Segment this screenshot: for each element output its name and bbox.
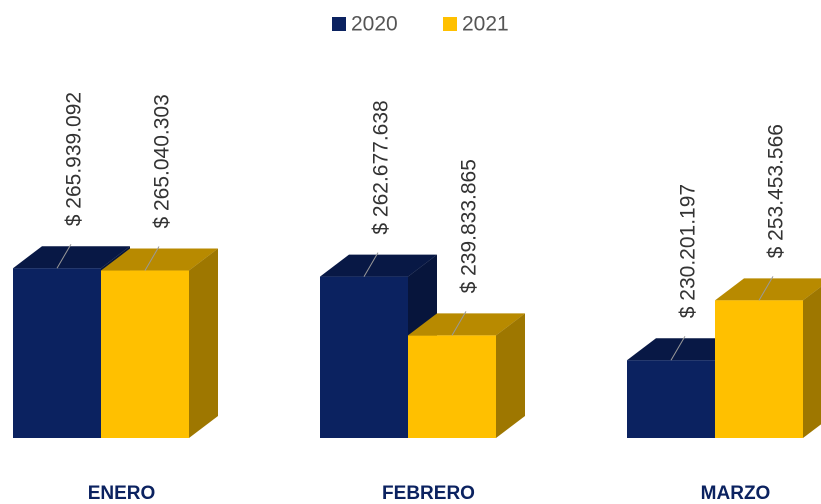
data-label: $ 239.833.865 bbox=[458, 159, 481, 293]
x-tick-label: MARZO bbox=[701, 483, 771, 504]
bar-top bbox=[627, 338, 744, 361]
leader-line bbox=[56, 243, 72, 269]
bar-side bbox=[496, 313, 525, 438]
data-label: $ 265.040.303 bbox=[151, 94, 174, 228]
bar bbox=[627, 360, 715, 438]
data-label: $ 253.453.566 bbox=[765, 124, 788, 258]
data-label: $ 265.939.092 bbox=[63, 92, 86, 226]
legend-swatch bbox=[332, 17, 346, 31]
bar bbox=[715, 300, 803, 438]
legend-label: 2021 bbox=[462, 13, 509, 36]
bar bbox=[101, 270, 189, 438]
bar-top bbox=[13, 246, 130, 269]
legend-swatch bbox=[443, 17, 457, 31]
leader-line bbox=[758, 276, 774, 301]
data-label: $ 262.677.638 bbox=[370, 100, 393, 234]
bar bbox=[13, 268, 101, 438]
bar-side bbox=[803, 286, 821, 438]
leader-line bbox=[451, 311, 467, 336]
bar-top bbox=[715, 278, 821, 301]
bar-top bbox=[320, 254, 437, 277]
x-tick-label: ENERO bbox=[88, 483, 156, 504]
legend-label: 2020 bbox=[351, 13, 398, 36]
bar bbox=[320, 276, 408, 438]
leader-line bbox=[670, 335, 686, 361]
bar-side bbox=[189, 248, 218, 438]
leader-line bbox=[363, 252, 379, 277]
bar-top bbox=[101, 248, 218, 271]
data-label: $ 230.201.197 bbox=[677, 184, 700, 318]
x-tick-label: FEBRERO bbox=[382, 483, 475, 504]
bar bbox=[408, 335, 496, 438]
leader-line bbox=[144, 246, 160, 271]
bar-top bbox=[408, 313, 525, 336]
